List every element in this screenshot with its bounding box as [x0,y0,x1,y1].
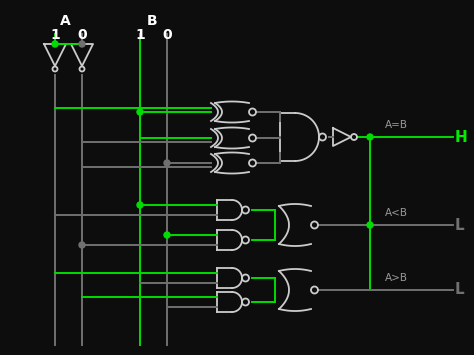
Circle shape [367,134,373,140]
Circle shape [137,202,143,208]
Text: H: H [455,130,468,144]
Text: A: A [60,14,70,28]
Text: B: B [146,14,157,28]
Circle shape [137,109,143,115]
Text: 0: 0 [77,28,87,42]
Text: 0: 0 [162,28,172,42]
Text: A<B: A<B [385,208,408,218]
Circle shape [79,242,85,248]
Text: A>B: A>B [385,273,408,283]
Circle shape [79,41,85,47]
Circle shape [367,222,373,228]
Circle shape [164,160,170,166]
Circle shape [164,232,170,238]
Text: L: L [455,283,465,297]
Text: A=B: A=B [385,120,408,130]
Text: 1: 1 [135,28,145,42]
Text: 1: 1 [50,28,60,42]
Text: L: L [455,218,465,233]
Circle shape [52,41,58,47]
